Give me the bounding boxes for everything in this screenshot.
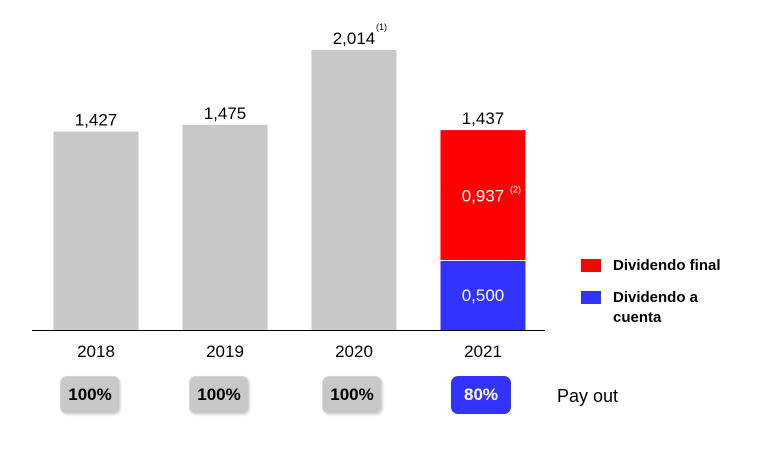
- payout-badge-2019: 100%: [189, 376, 249, 414]
- x-tick-label: 2020: [335, 342, 373, 361]
- payout-badge-2020: 100%: [322, 376, 382, 414]
- legend-item-dividendo-a-cuenta: Dividendo a cuenta: [581, 288, 738, 328]
- bar-2019: [182, 124, 268, 330]
- bar-footnote: (1): [376, 22, 387, 32]
- bar-2018: [53, 131, 139, 330]
- x-tick-label: 2019: [206, 342, 244, 361]
- segment-footnote: (2): [510, 184, 521, 194]
- chart-legend: Dividendo final Dividendo a cuenta: [581, 256, 738, 338]
- legend-item-dividendo-final: Dividendo final: [581, 256, 738, 276]
- bar-2020: [311, 49, 397, 330]
- payout-badge-2018: 100%: [60, 376, 120, 414]
- bar-2021-dividendo-a-cuenta: [440, 260, 526, 330]
- legend-label: Dividendo a cuenta: [613, 289, 699, 326]
- bar-value-label: 1,427: [75, 111, 118, 130]
- x-tick-label: 2021: [464, 342, 502, 361]
- segment-value-label: 0,937: [462, 186, 505, 205]
- payout-label: Pay out: [557, 386, 619, 406]
- bar-value-label: 2,014: [333, 29, 376, 48]
- legend-label: Dividendo final: [613, 257, 721, 274]
- payout-badge-2021: 80%: [451, 376, 511, 414]
- bar-value-label: 1,437: [462, 109, 505, 128]
- x-tick-label: 2018: [77, 342, 115, 361]
- segment-value-label: 0,500: [462, 286, 505, 305]
- legend-swatch-red: [581, 259, 601, 272]
- bar-value-label: 1,475: [204, 104, 247, 123]
- bar-2021-dividendo-final: [440, 130, 526, 261]
- legend-swatch-blue: [581, 291, 601, 304]
